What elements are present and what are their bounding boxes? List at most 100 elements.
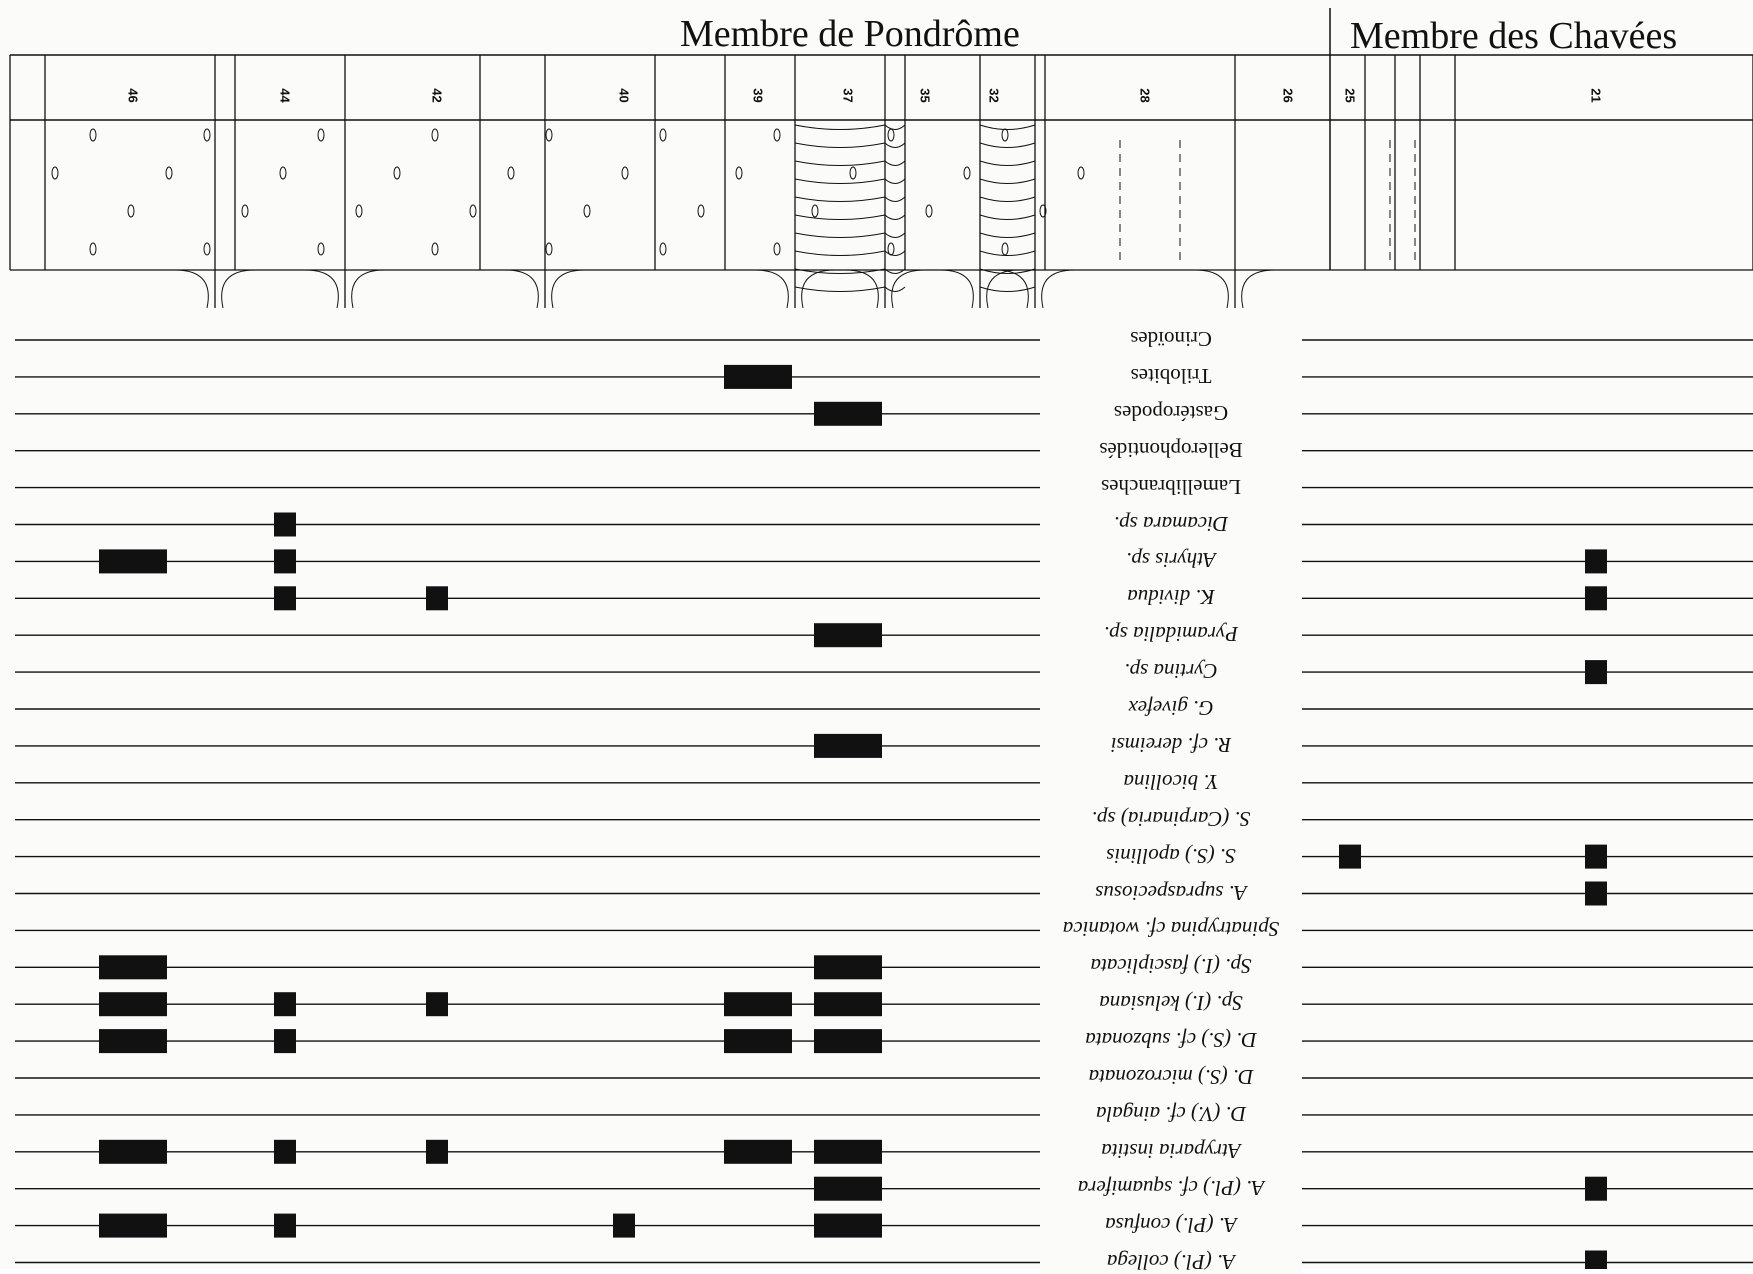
bioherm-pattern [794,160,886,166]
fossil-symbol [431,128,439,142]
bed-number: 28 [1137,88,1153,103]
occurrence-mark [99,992,167,1017]
bed-notch [351,269,386,309]
bed-notch [1194,269,1229,309]
occurrence-mark [724,364,792,389]
taxon-label: A. (Pl.) cf. squamifera [1040,1174,1302,1200]
fossil-symbol [127,204,135,218]
fossil-symbol [279,166,287,180]
taxon-label: Spinatrypina cf. wotanica [1040,916,1302,942]
occurrence-mark [274,1139,296,1164]
occurrence-mark [814,1139,882,1164]
occurrence-mark [274,512,296,537]
bioherm-pattern [794,196,886,202]
fossil-symbol [773,242,781,256]
bed-number: 25 [1342,88,1358,103]
fossil-symbol [621,166,629,180]
occurrence-mark [99,1213,167,1238]
bed-number: 37 [840,88,856,103]
occurrence-mark [1585,549,1607,574]
bed-notch [891,269,926,309]
bioherm-pattern [884,142,906,148]
bed-notch [1041,269,1076,309]
occurrence-mark [274,1213,296,1238]
bioherm-pattern [884,250,906,256]
occurrence-mark [814,733,882,758]
bed-notch [174,269,209,309]
taxon-label: A. (Pl.) confusa [1040,1211,1302,1237]
taxon-label: Y. bicollina [1040,768,1302,794]
occurrence-mark [1585,1176,1607,1201]
fossil-symbol [887,242,895,256]
bed-number: 44 [277,88,293,103]
occurrence-mark [814,623,882,648]
bioherm-pattern [884,178,906,184]
bioherm-pattern [884,196,906,202]
taxon-label: Sp. (I.) kelusiana [1040,990,1302,1016]
fossil-symbol [659,128,667,142]
fossil-symbol [887,128,895,142]
bed-notch [551,269,586,309]
taxon-label: Gastéropodes [1040,399,1302,425]
fossil-symbol [1001,128,1009,142]
occurrence-mark [426,1139,448,1164]
bioherm-pattern [979,268,1036,274]
fossil-symbol [393,166,401,180]
fossil-symbol [735,166,743,180]
bioherm-pattern [979,160,1036,166]
fossil-symbol [203,242,211,256]
bed-number: 35 [917,88,933,103]
unit-title: Membre des Chavées [1350,15,1678,57]
occurrence-mark [814,1176,882,1201]
bioherm-pattern [794,124,886,130]
unit-title: Membre de Pondrôme [680,13,1020,55]
taxon-label: Sp. (I.) fasciplicata [1040,953,1302,979]
occurrence-mark [274,586,296,611]
fossil-symbol [697,204,705,218]
taxon-label: D. (S.) cf. subzonata [1040,1027,1302,1053]
taxon-label: Pyramidalia sp. [1040,621,1302,647]
occurrence-mark [426,586,448,611]
occurrence-mark [1585,1250,1607,1269]
bioherm-pattern [979,214,1036,220]
bioherm-pattern [884,268,906,274]
bed-notch [994,269,1029,309]
fossil-symbol [317,242,325,256]
bioherm-pattern [884,232,906,238]
taxon-label: Dicamara sp. [1040,510,1302,536]
taxon-label: Lamellibranches [1040,473,1302,499]
occurrence-mark [724,992,792,1017]
occurrence-mark [1585,844,1607,869]
bioherm-pattern [979,196,1036,202]
fossil-symbol [51,166,59,180]
fossil-symbol [165,166,173,180]
bed-number: 40 [616,88,632,103]
fossil-symbol [773,128,781,142]
bioherm-pattern [884,124,906,130]
fossil-symbol [545,242,553,256]
occurrence-mark [99,549,167,574]
taxon-label: S. (S.) apollinis [1040,842,1302,868]
bioherm-pattern [979,142,1036,148]
bioherm-pattern [794,178,886,184]
bioherm-pattern [794,214,886,220]
fossil-symbol [583,204,591,218]
fossil-symbol [963,166,971,180]
bed-notch [221,269,256,309]
taxon-label: A. (Pl.) collega [1040,1248,1302,1274]
bed-notch [801,269,836,309]
bed-number: 21 [1588,88,1604,103]
bioherm-pattern [979,250,1036,256]
taxon-label: D. (S.) microzonata [1040,1064,1302,1089]
fossil-symbol [811,204,819,218]
occurrence-mark [99,1029,167,1054]
fossil-symbol [203,128,211,142]
occurrence-mark [1585,586,1607,611]
bioherm-pattern [979,178,1036,184]
occurrence-mark [724,1139,792,1164]
fossil-symbol [1039,204,1047,218]
fossil-symbol [89,128,97,142]
bioherm-pattern [794,232,886,238]
bed-number: 46 [125,88,141,103]
